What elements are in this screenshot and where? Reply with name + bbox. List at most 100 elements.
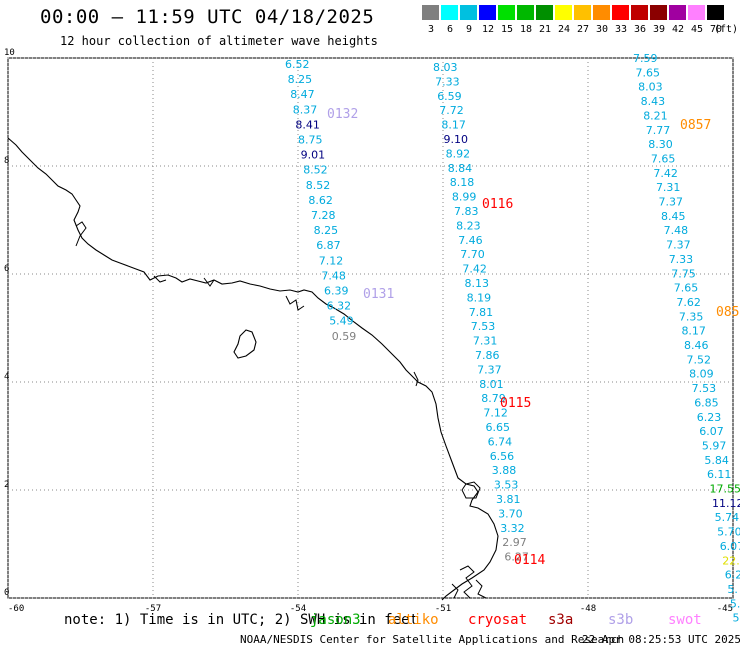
color-swatch-label: 30 [595, 24, 609, 35]
wave-height-value: 6.65 [486, 421, 511, 434]
color-swatch-6 [441, 5, 458, 20]
wave-height-value: 7.31 [473, 335, 498, 348]
wave-height-value: 7.37 [659, 196, 684, 209]
color-swatch-27 [574, 5, 591, 20]
wave-height-value: 7.37 [666, 239, 691, 252]
wave-height-value: 8.03 [433, 61, 458, 74]
color-swatch-15 [498, 5, 515, 20]
wave-height-value: 7.52 [687, 353, 712, 366]
color-swatch-42 [669, 5, 686, 20]
wave-height-value: 8.13 [465, 277, 490, 290]
latitude-tick-label: 0 [4, 588, 9, 598]
wave-height-value: 3.81 [496, 493, 521, 506]
wave-height-value: 6.39 [324, 285, 349, 298]
wave-height-value: 6.11 [707, 468, 732, 481]
wave-height-value: 7.86 [475, 349, 500, 362]
wave-height-value: 8.79 [481, 392, 506, 405]
color-swatch-21 [536, 5, 553, 20]
wave-height-value: 8.84 [448, 162, 473, 175]
wave-height-value: 7.72 [439, 104, 464, 117]
color-swatch-label: 9 [465, 24, 473, 35]
wave-height-value: 6.74 [488, 435, 512, 448]
color-swatch-3 [422, 5, 439, 20]
pass-label: 0116 [482, 197, 513, 212]
wave-height-value: 2.97 [502, 536, 527, 549]
wave-height-value: 8.99 [452, 191, 477, 204]
wave-height-value: 7.62 [676, 296, 701, 309]
wave-height-value: 7.28 [311, 209, 336, 222]
pass-label: 085 [716, 305, 739, 320]
wave-height-value: 6.2 [725, 569, 740, 582]
wave-height-value: 7.12 [319, 254, 344, 267]
wave-height-value: 22.0 [722, 554, 740, 567]
satellite-s3b: s3b [608, 612, 634, 628]
wave-height-value: 6.32 [327, 300, 352, 313]
map-frame [7, 57, 734, 599]
color-swatch-36 [631, 5, 648, 20]
wave-height-value: 7.77 [646, 124, 671, 137]
wave-height-value: 8.17 [681, 325, 706, 338]
longitude-tick-label: -57 [145, 604, 161, 614]
wave-height-value: 5. [727, 583, 738, 596]
wave-height-value: 6.52 [285, 58, 310, 71]
wave-height-value: 5.70 [717, 526, 740, 539]
wave-height-value: 6.27 [504, 551, 529, 564]
wave-height-value: 7.83 [454, 205, 479, 218]
wave-height-value: 5.84 [704, 454, 729, 467]
wave-height-value: 8.75 [298, 134, 323, 147]
pass-label: 0114 [514, 553, 545, 568]
color-swatch-label: 18 [519, 24, 533, 35]
wave-height-value: 7.33 [435, 75, 460, 88]
pass-label: 0857 [680, 118, 711, 133]
satellite-jason3: jason3 [310, 612, 361, 628]
wave-height-value: 6.59 [437, 90, 462, 103]
wave-height-value: 7.81 [469, 306, 494, 319]
wave-height-value: 3.53 [494, 479, 519, 492]
wave-height-value: 8.25 [288, 73, 313, 86]
coastline [7, 137, 499, 601]
latitude-tick-label: 8 [4, 156, 9, 166]
wave-height-value: 8.41 [295, 118, 320, 131]
wave-height-value: 8.37 [293, 103, 318, 116]
note-text: note: 1) Time is in UTC; 2) SWH is in fe… [64, 612, 419, 628]
wave-height-value: 17.55 [710, 483, 740, 496]
color-swatch-label: 3 [427, 24, 435, 35]
wave-height-value: 9.10 [444, 133, 469, 146]
wave-height-value: 5.49 [329, 315, 354, 328]
longitude-tick-label: -60 [8, 604, 24, 614]
color-swatch-label: 33 [614, 24, 628, 35]
wave-height-value: 8.18 [450, 176, 475, 189]
color-swatch-label: 70 [709, 24, 723, 35]
color-swatch-24 [555, 5, 572, 20]
color-swatch-label: 12 [481, 24, 495, 35]
wave-height-value: 7.42 [462, 263, 487, 276]
wave-height-value: 8.21 [643, 109, 668, 122]
island-maraca [233, 329, 257, 359]
page-subtitle: 12 hour collection of altimeter wave hei… [60, 34, 378, 48]
wave-height-value: 7.65 [636, 66, 661, 79]
wave-height-value: 6.23 [697, 411, 722, 424]
wave-height-value: 8.46 [684, 339, 709, 352]
wave-height-value: 8.43 [641, 95, 666, 108]
color-swatch-label: 36 [633, 24, 647, 35]
wave-height-value: 0.59 [332, 330, 357, 343]
color-swatch-30 [593, 5, 610, 20]
longitude-tick-label: -51 [435, 604, 451, 614]
color-swatch-label: 42 [671, 24, 685, 35]
color-swatch-label: 6 [446, 24, 454, 35]
longitude-tick-label: -45 [717, 604, 733, 614]
color-swatch-9 [460, 5, 477, 20]
latitude-tick-label: 4 [4, 372, 9, 382]
color-swatch-label: 24 [557, 24, 571, 35]
altimeter-tracks: 6.52 8.25 8.47 8.37 8.41 8.75 9.01 8.52 8.52 8.62… [285, 52, 740, 625]
wave-height-value: 8.01 [479, 378, 504, 391]
latitude-tick-label: 6 [4, 264, 9, 274]
wave-height-value: 7.48 [664, 224, 689, 237]
wave-height-value: 7.75 [671, 267, 696, 280]
color-swatch-label: 39 [652, 24, 666, 35]
longitude-tick-label: -54 [290, 604, 306, 614]
wave-height-value: 8.62 [308, 194, 333, 207]
wave-height-value: 5 [732, 612, 739, 625]
wave-height-value: 8.92 [446, 147, 471, 160]
